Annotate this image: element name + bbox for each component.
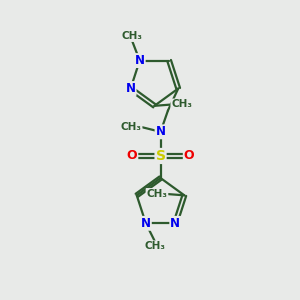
Text: CH₃: CH₃: [146, 189, 167, 199]
Text: S: S: [156, 149, 166, 163]
Text: N: N: [135, 54, 145, 67]
Text: N: N: [170, 217, 180, 230]
Text: CH₃: CH₃: [171, 99, 192, 110]
Text: O: O: [127, 149, 137, 163]
Text: CH₃: CH₃: [144, 241, 165, 251]
Text: N: N: [156, 125, 166, 138]
Text: CH₃: CH₃: [122, 31, 143, 41]
Text: N: N: [141, 217, 151, 230]
Text: O: O: [184, 149, 194, 163]
Text: N: N: [126, 82, 136, 95]
Text: CH₃: CH₃: [121, 122, 142, 131]
